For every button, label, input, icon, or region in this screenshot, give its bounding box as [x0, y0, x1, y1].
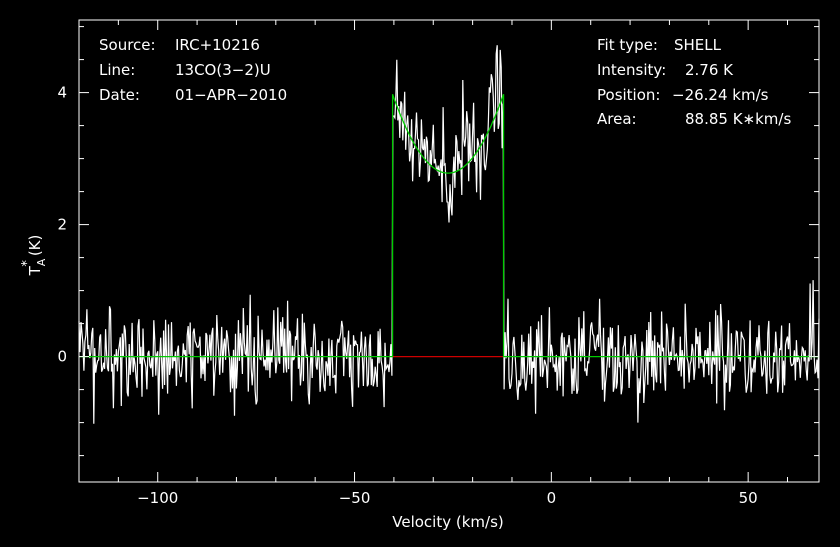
fit-type-value: SHELL — [674, 36, 722, 54]
spectrum-trace — [78, 45, 820, 424]
intensity-value: 2.76 K — [685, 61, 734, 79]
area-value: 88.85 K∗km/s — [685, 110, 791, 128]
position-label: Position: — [597, 86, 660, 104]
info-block-fit: Fit type: SHELL Intensity: 2.76 K Positi… — [597, 36, 791, 128]
plot-frame — [78, 19, 820, 483]
date-value: 01−APR−2010 — [175, 86, 287, 104]
x-tick-label: 50 — [739, 489, 758, 507]
y-axis-label-sub: A — [35, 258, 48, 266]
intensity-label: Intensity: — [597, 61, 666, 79]
x-tick-label: −100 — [137, 489, 178, 507]
x-tick-label: −50 — [339, 489, 371, 507]
y-axis-label: TA* (K) — [20, 235, 48, 277]
x-tick-label: 0 — [547, 489, 557, 507]
line-value: 13CO(3−2)U — [175, 61, 271, 79]
date-label: Date: — [99, 86, 140, 104]
shell-fit-curve — [79, 94, 819, 358]
svg-text:TA*(K): TA* (K) — [20, 235, 48, 277]
source-value: IRC+10216 — [175, 36, 260, 54]
y-axis-label-main: T — [26, 265, 44, 276]
fit-type-label: Fit type: — [597, 36, 658, 54]
area-label: Area: — [597, 110, 637, 128]
line-label: Line: — [99, 61, 135, 79]
axes-layer: −100 −50 0 50 0 2 4 — [57, 19, 820, 507]
source-label: Source: — [99, 36, 156, 54]
position-value: −26.24 km/s — [672, 86, 769, 104]
spectrum-data-layer — [78, 45, 820, 424]
y-tick-label: 2 — [57, 216, 67, 234]
x-axis-label: Velocity (km/s) — [392, 513, 503, 531]
y-tick-label: 0 — [57, 348, 67, 366]
info-block-source: Source: IRC+10216 Line: 13CO(3−2)U Date:… — [99, 36, 287, 104]
y-axis-label-sup: * — [20, 260, 35, 267]
y-axis-label-unit: (K) — [26, 235, 44, 257]
y-tick-label: 4 — [57, 84, 67, 102]
